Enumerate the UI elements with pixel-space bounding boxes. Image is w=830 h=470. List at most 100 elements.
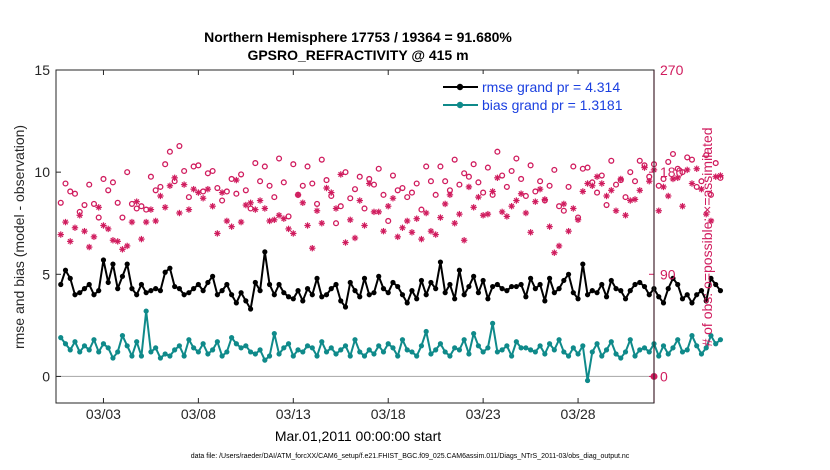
obs-possible-point <box>195 162 202 169</box>
bias-point <box>115 349 121 355</box>
obs-assimilated-point <box>707 217 715 225</box>
obs-possible-point <box>162 161 169 168</box>
rmse-point <box>138 281 145 288</box>
obs-possible-point <box>518 175 525 183</box>
rmse-point <box>580 261 586 267</box>
y-left-tick-label: 15 <box>34 62 50 78</box>
rmse-point <box>295 288 301 294</box>
bias-point <box>352 337 358 343</box>
bias-point <box>442 349 448 355</box>
rmse-point <box>323 292 330 298</box>
rmse-point <box>338 298 344 304</box>
obs-assimilated-point <box>323 184 330 192</box>
legend-bias-marker <box>456 101 464 109</box>
obs-assimilated-point <box>285 225 292 233</box>
rmse-point <box>646 292 652 298</box>
x-tick-label: 03/08 <box>181 406 216 422</box>
obs-possible-point <box>418 206 425 213</box>
y-left-tick-label: 10 <box>34 164 50 180</box>
bias-point <box>333 351 339 357</box>
rmse-point <box>100 257 107 263</box>
rmse-point <box>210 273 216 279</box>
obs-possible-point <box>712 160 719 167</box>
obs-assimilated-point <box>565 227 572 235</box>
obs-assimilated-point <box>237 218 245 226</box>
bias-point <box>205 351 211 357</box>
obs-possible-point <box>627 169 634 176</box>
rmse-point <box>72 292 78 298</box>
obs-assimilated-point <box>456 210 463 218</box>
bias-point <box>684 347 690 353</box>
obs-assimilated-point <box>328 189 335 196</box>
obs-assimilated-point <box>95 204 102 211</box>
rmse-point <box>304 286 311 292</box>
bias-point <box>584 377 591 384</box>
obs-assimilated-point <box>67 238 74 245</box>
obs-possible-point <box>394 187 401 194</box>
rmse-point <box>300 298 306 304</box>
rmse-point <box>509 283 515 290</box>
rmse-point <box>167 265 173 271</box>
obs-possible-point <box>698 178 705 185</box>
obs-possible-point <box>380 191 387 198</box>
obs-assimilated-point <box>123 242 131 250</box>
bias-point <box>499 347 505 353</box>
obs-possible-point <box>323 177 330 184</box>
obs-assimilated-point <box>532 198 539 205</box>
obs-possible-point <box>451 156 458 163</box>
rmse-point <box>689 300 695 306</box>
rmse-point <box>371 290 377 296</box>
obs-possible-point <box>679 169 686 176</box>
rmse-point <box>399 292 406 298</box>
bias-point <box>660 343 667 349</box>
x-tick-label: 03/28 <box>561 406 596 422</box>
rmse-point <box>471 273 477 279</box>
bias-point <box>428 351 434 357</box>
obs-possible-point <box>484 164 491 171</box>
bias-point <box>437 341 444 347</box>
rmse-point <box>414 296 420 302</box>
obs-possible-point <box>603 202 610 209</box>
rmse-point <box>134 292 140 298</box>
obs-assimilated-point <box>470 204 477 211</box>
obs-possible-point <box>565 183 572 190</box>
obs-assimilated-point <box>86 243 93 251</box>
obs-assimilated-point <box>299 199 306 206</box>
rmse-point <box>281 290 287 296</box>
obs-possible-point <box>370 181 378 188</box>
rmse-point <box>366 292 372 298</box>
bias-point <box>295 347 301 353</box>
obs-assimilated-point <box>57 231 64 238</box>
obs-possible-point <box>674 165 681 172</box>
bias-point <box>575 351 581 357</box>
x-tick-label: 03/13 <box>276 406 311 422</box>
bias-point <box>262 357 268 363</box>
rmse-point <box>447 281 453 288</box>
obs-possible-point <box>556 203 563 210</box>
bias-point <box>494 349 500 355</box>
bias-point <box>238 345 244 351</box>
data-file-footnote: data file: /Users/raeder/DAI/ATM_forcXX/… <box>191 453 630 460</box>
obs-assimilated-point <box>404 217 411 225</box>
rmse-point <box>499 286 505 292</box>
rmse-point <box>433 286 439 292</box>
obs-assimilated-point <box>574 216 582 224</box>
bias-point <box>461 337 467 343</box>
bias-point <box>622 349 629 355</box>
x-tick-label: 03/03 <box>86 406 121 422</box>
rmse-point <box>266 281 273 288</box>
obs-assimilated-point <box>347 216 354 224</box>
rmse-point <box>333 281 339 288</box>
rmse-point <box>656 294 662 300</box>
bias-point <box>456 347 463 353</box>
rmse-point <box>77 290 83 296</box>
bias-point <box>561 349 567 355</box>
bias-point <box>124 343 130 349</box>
bias-point <box>361 353 368 359</box>
obs-possible-point <box>461 170 468 177</box>
obs-assimilated-point <box>380 227 387 235</box>
obs-assimilated-point <box>266 217 273 225</box>
obs-possible-point <box>114 199 121 206</box>
rmse-point <box>665 286 671 292</box>
obs-possible-point <box>124 169 131 176</box>
